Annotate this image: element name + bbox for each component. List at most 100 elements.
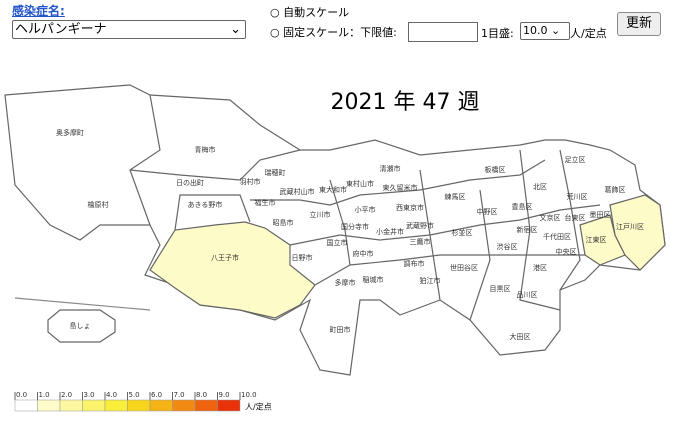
legend-swatch (149, 399, 173, 412)
border (129, 149, 301, 181)
region-label: 国立市 (327, 238, 348, 247)
border (174, 194, 251, 231)
region-label: 豊島区 (512, 202, 533, 211)
region-shape (149, 221, 316, 319)
legend-tick-label: 7.0 (174, 391, 185, 399)
region-label: 八王子市 (211, 253, 239, 262)
region-label: 杉並区 (452, 228, 473, 237)
region-label: 墨田区 (590, 211, 611, 219)
region-label: 板橋区 (485, 165, 506, 174)
region-label: 島しょ (70, 321, 91, 330)
legend-tick-label: 9.0 (219, 391, 230, 399)
fixed-scale-text: 固定スケール：下限値: (283, 26, 397, 39)
region-label: 文京区 (540, 213, 561, 222)
legend-tick-label: 3.0 (84, 391, 95, 399)
step-label: 1目盛: (481, 27, 514, 40)
dropdown-arrow: ⌄ (230, 22, 241, 37)
legend-swatch (59, 399, 83, 412)
border (329, 179, 351, 266)
region-label: 武蔵村山市 (280, 187, 315, 196)
lower-limit-input[interactable] (408, 22, 478, 42)
map-title: 2021 年 47 週 (331, 90, 480, 115)
region-label: 町田市 (330, 325, 351, 334)
region-label: 品川区 (517, 291, 538, 299)
tokyo-outline (4, 84, 666, 376)
region-label: 羽村市 (240, 177, 261, 186)
region-label: 北区 (533, 183, 547, 191)
region-label: 東村山市 (346, 179, 374, 188)
region-label: 青梅市 (195, 145, 216, 154)
border (519, 149, 561, 311)
legend-unit: 人/定点 (245, 402, 272, 412)
map-shapes (4, 84, 666, 376)
region-label: 三鷹市 (410, 237, 431, 246)
region-label: 東大和市 (319, 185, 347, 194)
region-label: 狛江市 (420, 276, 441, 285)
region-label: 東久留米市 (383, 183, 418, 192)
region-label: 府中市 (353, 249, 374, 258)
border (419, 169, 441, 301)
auto-scale-option[interactable]: ○ 自動スケール (270, 6, 350, 19)
region-label: 大田区 (510, 332, 531, 341)
legend-tick-label: 4.0 (106, 391, 117, 399)
step-select-text: 10.0 (523, 24, 548, 37)
region-label: 小金井市 (376, 227, 404, 236)
region-label: 新宿区 (517, 225, 538, 234)
region-label: 国分寺市 (341, 222, 369, 231)
region-label: 練馬区 (445, 192, 466, 201)
legend-tick-label: 10.0 (241, 391, 257, 399)
legend-tick-label: 6.0 (151, 391, 162, 399)
region-label: 目黒区 (490, 285, 511, 293)
border (559, 149, 581, 291)
legend-swatch (127, 399, 151, 412)
legend-tick-label: 1.0 (39, 391, 50, 399)
border (250, 159, 546, 206)
region-label: 瑞穂町 (265, 168, 286, 177)
disease-label: 感染症名: (12, 4, 65, 18)
disease-select-text: ヘルパンギーナ (15, 22, 107, 37)
region-label: 多摩市 (335, 278, 356, 287)
region-label: 葛飾区 (605, 185, 626, 194)
region-label: 日の出町 (176, 178, 204, 187)
region-label: 台東区 (565, 213, 586, 222)
region-label: 足立区 (565, 155, 586, 164)
step-select[interactable]: 10.0 ⌄ (520, 22, 570, 40)
region-label: 立川市 (310, 210, 331, 219)
unit-label: 人/定点 (570, 27, 607, 40)
legend-swatch (194, 399, 218, 412)
region-label: 小平市 (355, 205, 376, 214)
disease-select[interactable]: ヘルパンギーナ ⌄ (12, 20, 246, 39)
region-label: 世田谷区 (450, 263, 478, 272)
island-area (47, 309, 116, 343)
region-label: 日野市 (292, 253, 313, 262)
legend-swatch (104, 399, 128, 412)
highlight-shapes (149, 194, 666, 319)
border (129, 94, 161, 226)
region-label: 西東京市 (396, 203, 424, 212)
region-label: 江東区 (586, 235, 607, 244)
update-button[interactable]: 更新 (617, 12, 661, 36)
region-label: 中央区 (556, 247, 577, 256)
border (289, 204, 601, 246)
legend-tick-label: 0.0 (16, 391, 27, 399)
legend-tick-label: 2.0 (61, 391, 72, 399)
legend-swatch (82, 399, 106, 412)
legend: 0.0 1.0 2.0 3.0 4.0 5.0 6.0 7.0 8.0 9.0 10.0 人/定点 (14, 391, 272, 412)
region-label: 調布市 (404, 259, 425, 268)
legend-tick-label: 8.0 (196, 391, 207, 399)
region-label: 清瀬市 (380, 164, 401, 173)
separator-line (14, 297, 151, 311)
region-label: 昭島市 (273, 218, 294, 227)
region-shape (609, 194, 666, 271)
legend-swatch (217, 399, 241, 412)
legend-swatch (172, 399, 196, 412)
auto-scale-text: 自動スケール (283, 6, 350, 19)
fixed-scale-option[interactable]: ○ 固定スケール：下限値: (270, 26, 397, 39)
border (469, 189, 491, 321)
region-label: 奥多摩町 (56, 128, 84, 137)
region-label: 中野区 (477, 207, 498, 216)
region-label: 荒川区 (567, 192, 588, 201)
